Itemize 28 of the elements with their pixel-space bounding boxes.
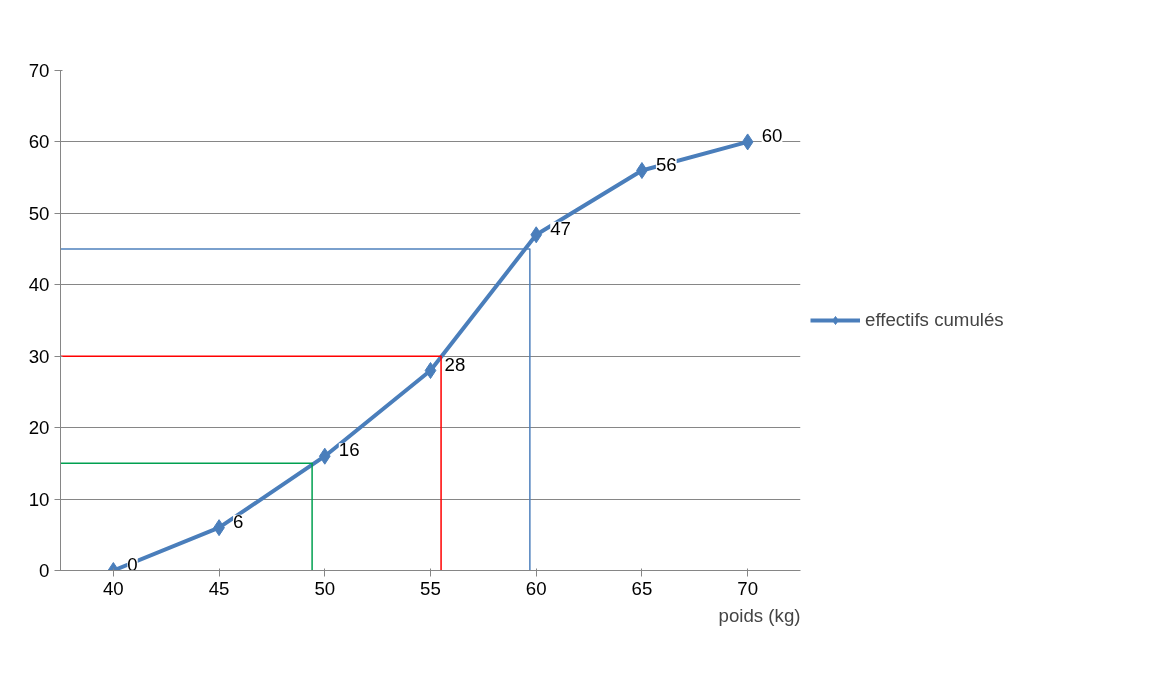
x-tick-label: 65	[631, 577, 653, 599]
data-label: 60	[761, 124, 783, 146]
y-tick-label: 70	[28, 60, 50, 81]
x-tick-label: 45	[208, 577, 230, 599]
legend-label: effectifs cumulés	[865, 309, 1004, 331]
point	[424, 362, 437, 379]
data-label: 47	[550, 217, 571, 239]
x-tick-label: 50	[314, 577, 336, 599]
data-label: 16	[338, 439, 360, 461]
y-tick-label: 50	[28, 202, 50, 224]
x-tick-label: 55	[420, 577, 441, 599]
x-axis-title: poids (kg)	[718, 604, 801, 626]
data-label: 28	[444, 353, 466, 375]
point	[741, 133, 754, 151]
x-tick-label: 60	[525, 577, 547, 599]
point	[318, 447, 331, 465]
y-tick-label: 30	[28, 345, 50, 367]
y-tick-label: 40	[28, 274, 50, 296]
y-tick-label: 0	[39, 560, 50, 581]
y-tick-label: 10	[28, 488, 50, 510]
y-tick-label: 20	[28, 417, 50, 439]
data-label: 56	[655, 153, 677, 175]
y-tick-label: 60	[28, 131, 50, 153]
x-tick-label: 70	[737, 577, 759, 599]
point	[636, 162, 648, 179]
x-tick-label: 40	[102, 577, 124, 599]
data-label: 6	[233, 510, 244, 532]
point	[530, 226, 543, 244]
